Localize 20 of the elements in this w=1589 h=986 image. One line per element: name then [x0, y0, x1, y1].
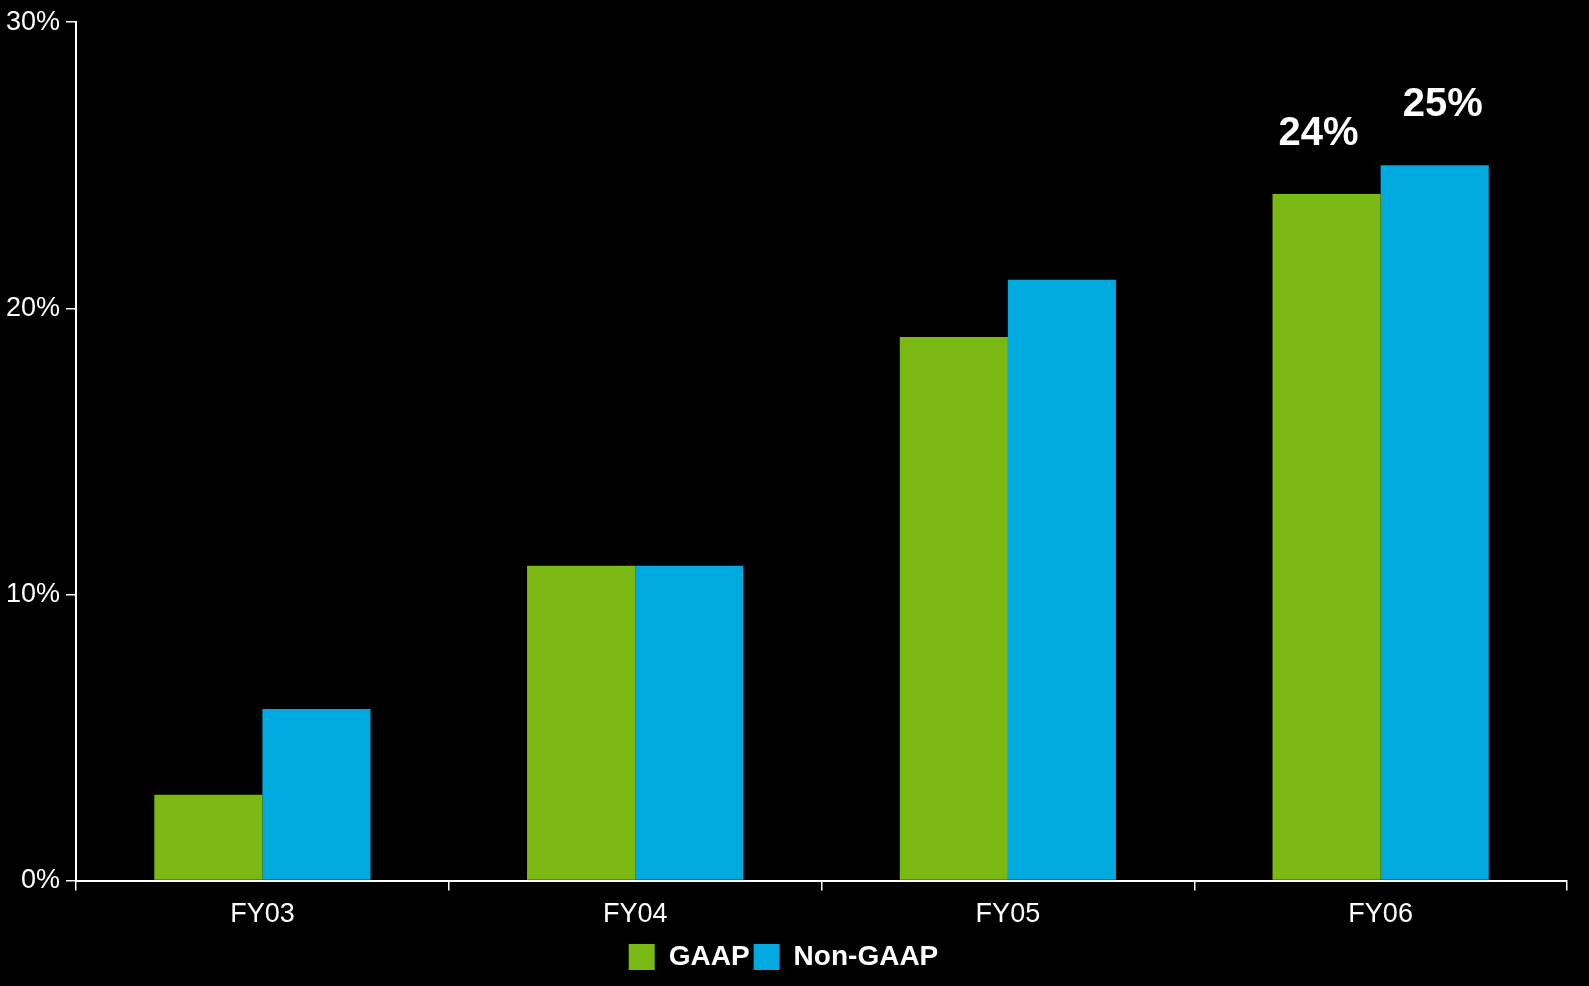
legend-label: GAAP — [668, 939, 750, 971]
x-tick-label: FY05 — [975, 898, 1041, 929]
legend-label: Non-GAAP — [793, 939, 939, 971]
y-tick-label: 10% — [5, 577, 61, 608]
bar — [154, 794, 263, 880]
bar — [899, 336, 1008, 880]
y-tick-label: 0% — [21, 864, 61, 895]
y-tick-label: 30% — [5, 5, 61, 36]
x-tick-label: FY06 — [1348, 898, 1413, 929]
bar — [1272, 193, 1381, 880]
bar — [262, 708, 371, 880]
bar — [527, 565, 636, 880]
bar — [1380, 165, 1489, 880]
data-label: 24% — [1278, 108, 1359, 153]
data-label: 25% — [1402, 80, 1483, 125]
x-tick-label: FY03 — [230, 898, 295, 929]
y-tick-label: 20% — [5, 291, 61, 322]
bar — [1007, 279, 1116, 880]
x-tick-label: FY04 — [602, 898, 668, 929]
bar — [635, 565, 744, 880]
